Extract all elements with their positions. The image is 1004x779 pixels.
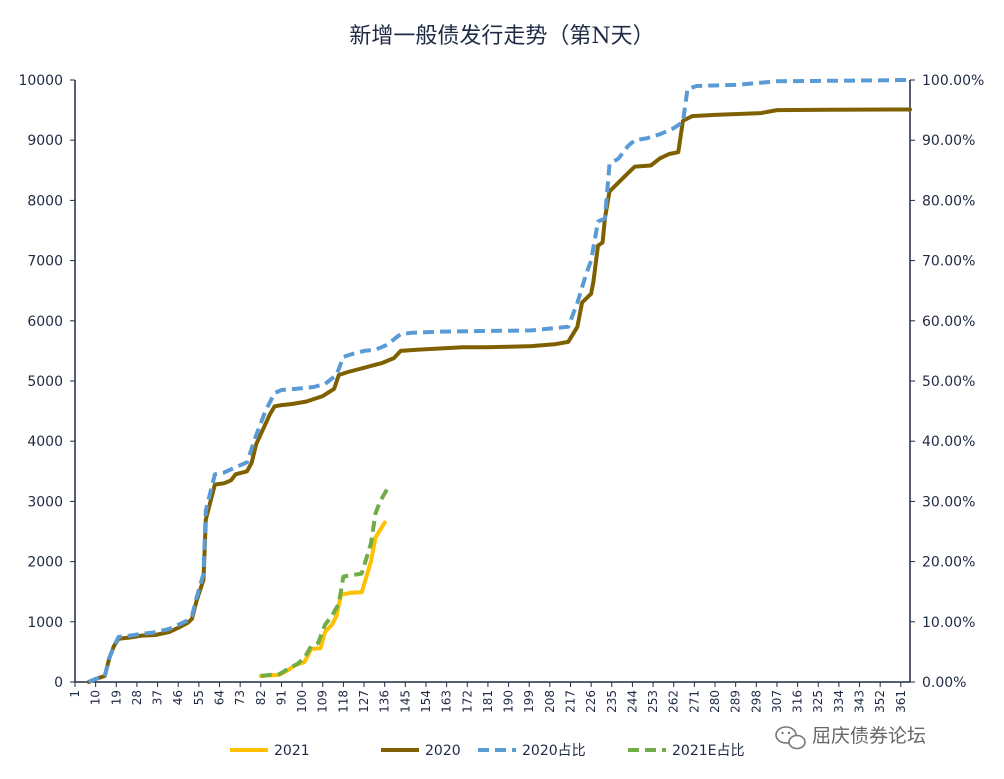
x-tick-label: 208 bbox=[543, 690, 557, 713]
x-tick-label: 244 bbox=[625, 690, 639, 713]
y-right-tick-label: 0.00% bbox=[922, 675, 966, 691]
y-left-tick-label: 7000 bbox=[27, 254, 63, 270]
watermark: 屈庆债券论坛 bbox=[775, 725, 926, 750]
x-tick-label: 109 bbox=[316, 690, 330, 713]
y-right-tick-label: 100.00% bbox=[922, 73, 984, 89]
legend-label-2020占比: 2020占比 bbox=[522, 743, 586, 759]
y-left-tick-label: 8000 bbox=[27, 193, 63, 209]
plot-axes: 0100020003000400050006000700080009000100… bbox=[18, 73, 984, 713]
x-tick-label: 307 bbox=[770, 690, 784, 713]
series-line-2021E占比 bbox=[260, 488, 389, 678]
y-left-tick-label: 3000 bbox=[27, 494, 63, 510]
x-tick-label: 28 bbox=[130, 690, 144, 705]
legend-label-2021E占比: 2021E占比 bbox=[672, 743, 744, 759]
wechat-icon bbox=[775, 726, 806, 750]
x-tick-label: 172 bbox=[460, 690, 474, 713]
x-tick-label: 73 bbox=[233, 690, 247, 705]
watermark-text: 屈庆债券论坛 bbox=[812, 725, 926, 747]
x-tick-label: 181 bbox=[481, 690, 495, 713]
y-right-tick-label: 10.00% bbox=[922, 615, 975, 631]
x-tick-label: 190 bbox=[502, 690, 516, 713]
y-left-tick-label: 9000 bbox=[27, 133, 63, 149]
x-tick-label: 280 bbox=[708, 690, 722, 713]
chart-title: 新增一般债发行走势（第N天） bbox=[349, 24, 654, 49]
x-tick-label: 298 bbox=[749, 690, 763, 713]
x-tick-label: 82 bbox=[254, 690, 268, 705]
y-right-tick-label: 50.00% bbox=[922, 374, 975, 390]
y-right-tick-label: 30.00% bbox=[922, 494, 975, 510]
x-tick-label: 226 bbox=[584, 690, 598, 713]
y-left-tick-label: 5000 bbox=[27, 374, 63, 390]
x-tick-label: 10 bbox=[89, 690, 103, 705]
x-tick-label: 163 bbox=[440, 690, 454, 713]
x-tick-label: 127 bbox=[357, 690, 371, 713]
x-tick-label: 154 bbox=[419, 690, 433, 713]
series-line-2020 bbox=[86, 107, 912, 684]
series-layer bbox=[86, 78, 912, 684]
y-right-tick-label: 70.00% bbox=[922, 254, 975, 270]
x-tick-label: 145 bbox=[398, 690, 412, 713]
x-tick-label: 325 bbox=[811, 690, 825, 713]
y-left-tick-label: 10000 bbox=[18, 73, 63, 89]
x-tick-label: 217 bbox=[563, 690, 577, 713]
x-tick-label: 253 bbox=[646, 690, 660, 713]
x-tick-label: 334 bbox=[832, 690, 846, 713]
legend-label-2020: 2020 bbox=[425, 743, 461, 759]
x-tick-label: 100 bbox=[295, 690, 309, 713]
x-tick-label: 316 bbox=[791, 690, 805, 713]
x-tick-label: 64 bbox=[213, 690, 227, 705]
x-tick-label: 199 bbox=[522, 690, 536, 713]
series-line-2020占比 bbox=[87, 78, 911, 684]
y-left-tick-label: 1000 bbox=[27, 615, 63, 631]
x-tick-label: 55 bbox=[192, 690, 206, 705]
y-left-tick-label: 2000 bbox=[27, 555, 63, 571]
series-line-2021 bbox=[258, 520, 387, 678]
y-right-tick-label: 20.00% bbox=[922, 555, 975, 571]
y-right-tick-label: 60.00% bbox=[922, 314, 975, 330]
x-tick-label: 262 bbox=[667, 690, 681, 713]
legend: 2021 2020 2020占比 2021E占比 bbox=[230, 743, 744, 759]
x-tick-label: 1 bbox=[68, 690, 82, 698]
x-tick-label: 91 bbox=[274, 690, 288, 705]
x-tick-label: 118 bbox=[336, 690, 350, 713]
x-tick-label: 46 bbox=[171, 690, 185, 705]
y-right-tick-label: 80.00% bbox=[922, 193, 975, 209]
x-tick-label: 37 bbox=[151, 690, 165, 705]
x-tick-label: 271 bbox=[687, 690, 701, 713]
x-tick-label: 19 bbox=[109, 690, 123, 705]
x-tick-label: 289 bbox=[729, 690, 743, 713]
x-tick-label: 343 bbox=[853, 690, 867, 713]
x-tick-label: 235 bbox=[605, 690, 619, 713]
x-tick-label: 136 bbox=[378, 690, 392, 713]
y-left-tick-label: 4000 bbox=[27, 434, 63, 450]
y-left-tick-label: 6000 bbox=[27, 314, 63, 330]
y-right-tick-label: 90.00% bbox=[922, 133, 975, 149]
x-tick-label: 352 bbox=[873, 690, 887, 713]
y-right-tick-label: 40.00% bbox=[922, 434, 975, 450]
legend-label-2021: 2021 bbox=[274, 743, 310, 759]
y-left-tick-label: 0 bbox=[54, 675, 63, 691]
x-tick-label: 361 bbox=[894, 690, 908, 713]
